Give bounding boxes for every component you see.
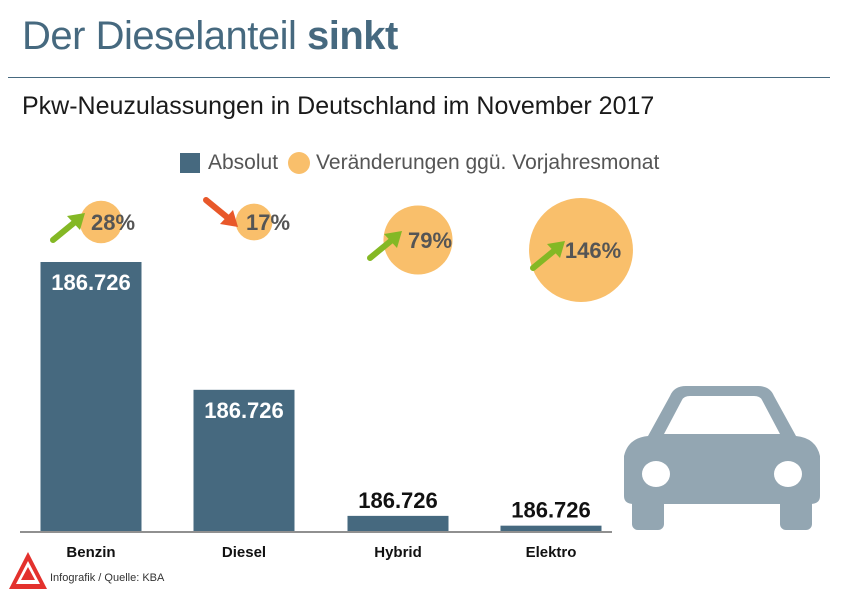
car-headlight-right (774, 461, 802, 487)
chart-title-bold: sinkt (306, 14, 398, 58)
arrow-shaft-hybrid (367, 237, 395, 261)
title-divider (8, 77, 830, 78)
change-bubble-benzin (79, 200, 123, 244)
arrow-shaft-elektro (530, 247, 558, 271)
tick-label-hybrid: Hybrid (374, 544, 422, 561)
bar-hybrid (347, 515, 449, 531)
bar-diesel (193, 389, 295, 531)
legend-label-change: Veränderungen ggü. Vorjahresmonat (316, 151, 660, 174)
car-body (624, 386, 820, 504)
logo-core-triangle (21, 567, 35, 580)
bar-elektro (500, 525, 602, 531)
legend-swatch-change (288, 152, 311, 174)
tick-label-diesel: Diesel (222, 544, 266, 561)
arrow-head-hybrid (384, 231, 402, 248)
change-label-hybrid: 79% (408, 228, 452, 253)
car-headlight-left (642, 461, 670, 487)
car-wheel-left (632, 494, 664, 530)
change-bubble-diesel (235, 203, 273, 241)
chart-subtitle: Pkw-Neuzulassungen in Deutschland im Nov… (22, 92, 655, 120)
change-arrow-hybrid (367, 231, 402, 261)
change-arrow-elektro (530, 241, 565, 271)
car-icon (624, 386, 820, 530)
change-arrow-benzin (50, 213, 85, 243)
source-note: Infografik / Quelle: KBA (50, 572, 165, 584)
arrow-shaft-benzin (50, 219, 78, 243)
car-wheel-right (780, 494, 812, 530)
bar-benzin (40, 262, 142, 531)
arrow-head-diesel (220, 210, 238, 227)
chart-title-normal: Der Dieselanteil (22, 14, 297, 58)
change-label-elektro: 146% (565, 238, 621, 263)
change-bubble-hybrid (383, 205, 453, 275)
car-windshield (664, 396, 780, 434)
change-bubble-elektro (529, 198, 633, 302)
change-label-diesel: 17% (246, 210, 290, 235)
legend-label-absolute: Absolut (208, 151, 279, 174)
value-label-diesel: 186.726 (204, 398, 284, 423)
chart-title: Der Dieselanteil sinkt (22, 14, 398, 59)
arrow-shaft-diesel (203, 197, 231, 221)
tick-label-benzin: Benzin (66, 544, 115, 561)
ig-metall-logo (9, 552, 47, 589)
change-label-benzin: 28% (91, 210, 135, 235)
chart-legend: Absolut Veränderungen ggü. Vorjahresmona… (180, 148, 659, 178)
arrow-head-elektro (547, 241, 565, 258)
tick-label-elektro: Elektro (526, 544, 577, 561)
change-arrow-diesel (203, 197, 238, 227)
value-label-elektro: 186.726 (511, 498, 591, 523)
arrow-head-benzin (67, 213, 85, 230)
value-label-hybrid: 186.726 (358, 488, 438, 513)
legend-swatch-absolute (180, 153, 200, 173)
value-label-benzin: 186.726 (51, 270, 131, 295)
